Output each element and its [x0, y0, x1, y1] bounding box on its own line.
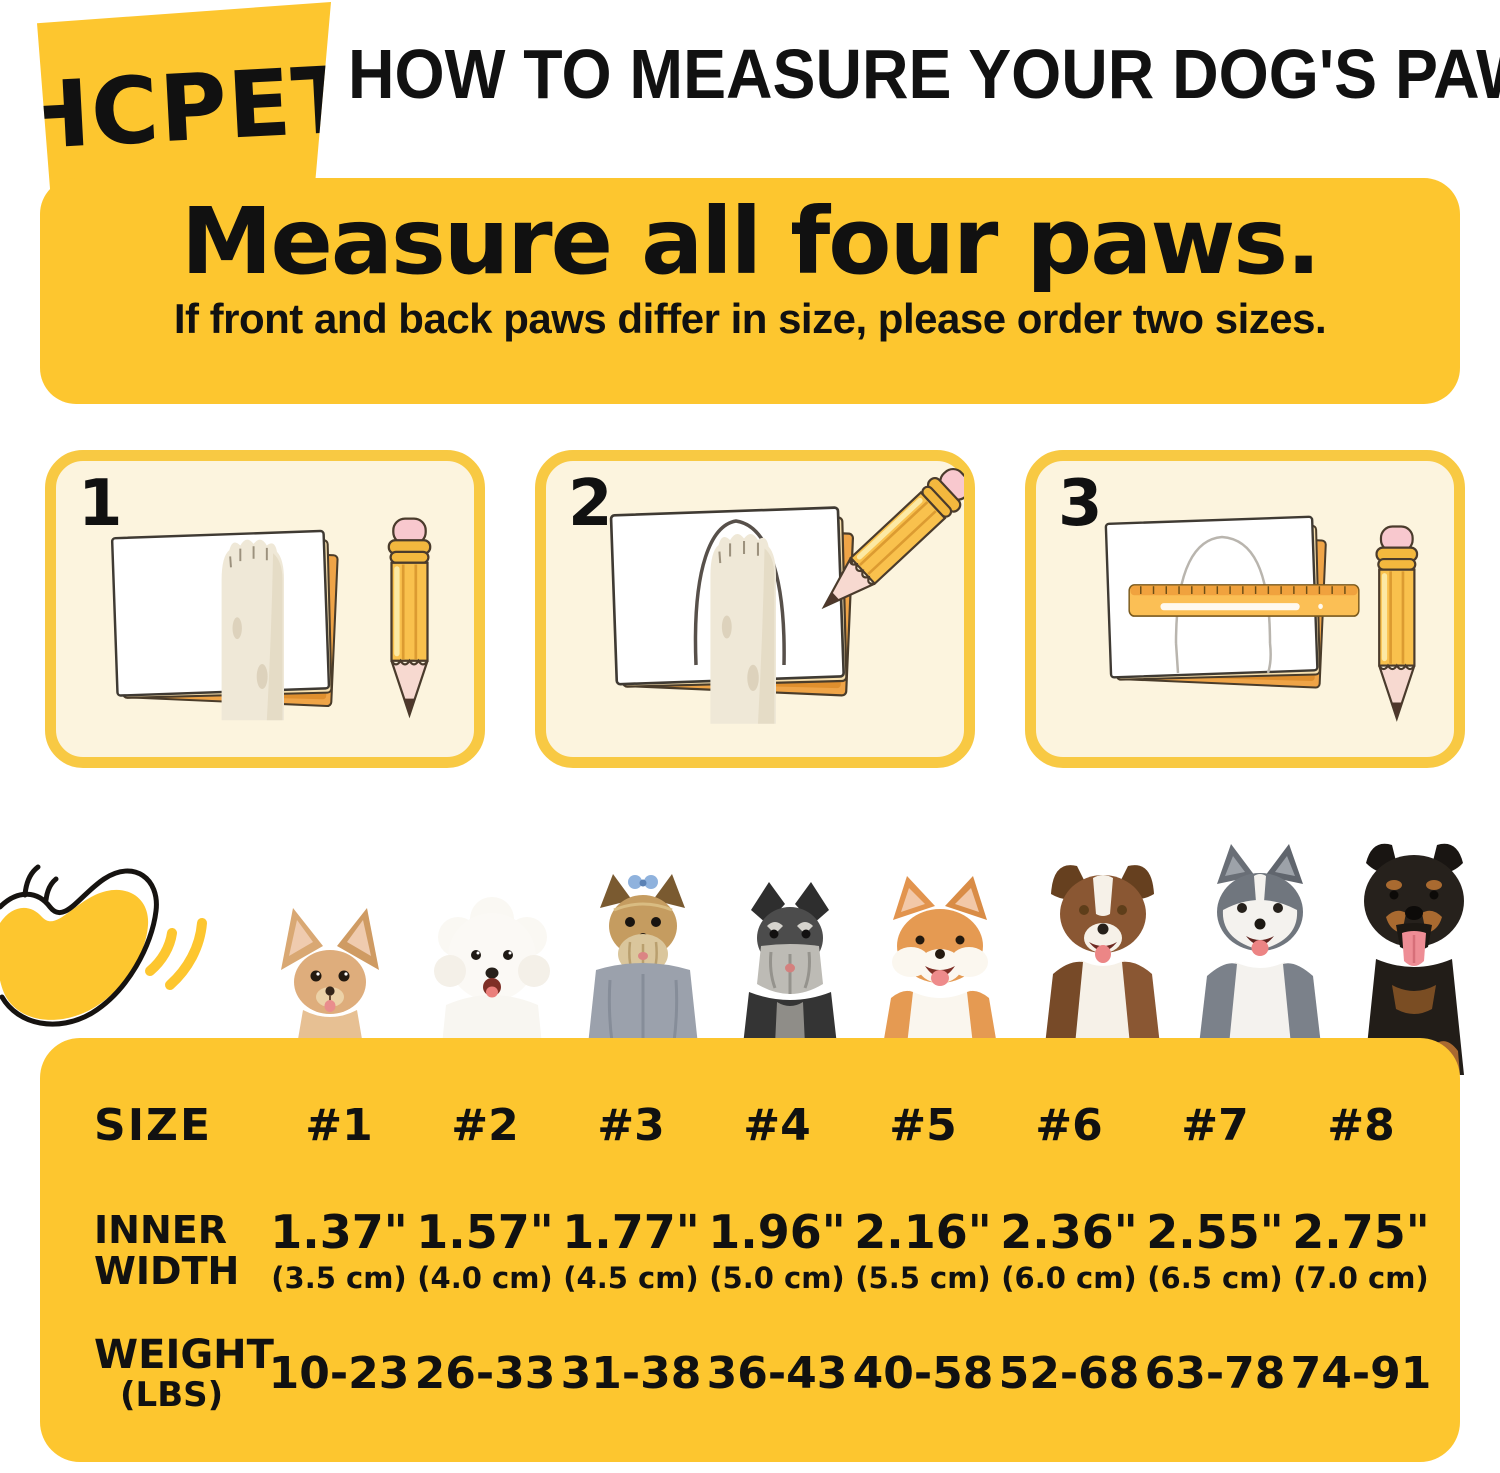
size-col-5: #5	[889, 1100, 957, 1151]
weight-col-5: 40-58	[852, 1347, 994, 1399]
weight-col-7: 63-78	[1144, 1347, 1286, 1399]
dog-photo-australian-shepherd	[1025, 850, 1180, 1045]
dog-photo-husky	[1185, 840, 1335, 1045]
weight-col-8: 74-91	[1290, 1347, 1432, 1399]
page-title: HOW TO MEASURE YOUR DOG'S PAWS	[348, 35, 1500, 113]
inner-width-col-1: 1.37" (3.5 cm)	[270, 1205, 408, 1295]
brand-logo-text: HCPET	[10, 45, 358, 171]
inner-width-row: INNER WIDTH 1.37" (3.5 cm) 1.57" (4.0 cm) …	[70, 1205, 1434, 1295]
weight-col-3: 31-38	[560, 1347, 702, 1399]
step-number-3: 3	[1058, 467, 1103, 541]
paw-illustration	[709, 532, 778, 725]
inner-width-col-4: 1.96" (5.0 cm)	[708, 1205, 846, 1295]
traced-outline	[693, 519, 786, 666]
weight-row: WEIGHT (LBS) 10-23 26-33 31-38 36-43 40-…	[70, 1333, 1434, 1414]
size-col-8: #8	[1327, 1100, 1395, 1151]
size-col-3: #3	[597, 1100, 665, 1151]
weight-row-label: WEIGHT (LBS)	[94, 1331, 274, 1415]
dog-photo-shiba-inu	[865, 870, 1015, 1045]
brand-squiggle-icon	[0, 845, 240, 1060]
inner-width-col-6: 2.36" (6.0 cm)	[1000, 1205, 1138, 1295]
step3-measuring-with-ruler-illustration	[1104, 515, 1419, 720]
dog-photo-chihuahua	[265, 900, 395, 1045]
step2-tracing-paw-illustration	[609, 461, 964, 725]
dog-photo-bichon-frise	[420, 885, 565, 1045]
weight-col-2: 26-33	[414, 1347, 556, 1399]
pencil-icon	[387, 517, 432, 717]
weight-col-4: 36-43	[706, 1347, 848, 1399]
step-card-3: 3	[1025, 450, 1465, 768]
measure-banner: Measure all four paws. If front and back…	[40, 178, 1460, 404]
size-chart-table: SIZE #1 #2 #3 #4 #5 #6 #7 #8 INNER WIDTH…	[40, 1038, 1460, 1462]
size-row: SIZE #1 #2 #3 #4 #5 #6 #7 #8	[70, 1100, 1434, 1151]
inner-width-col-2: 1.57" (4.0 cm)	[416, 1205, 554, 1295]
ruler-icon	[1128, 584, 1360, 617]
weight-col-6: 52-68	[998, 1347, 1140, 1399]
size-row-label: SIZE	[94, 1100, 213, 1151]
size-col-2: #2	[451, 1100, 519, 1151]
size-col-1: #1	[305, 1100, 373, 1151]
inner-width-col-7: 2.55" (6.5 cm)	[1146, 1205, 1284, 1295]
banner-heading: Measure all four paws.	[180, 188, 1321, 295]
banner-subheading: If front and back paws differ in size, p…	[173, 294, 1327, 342]
step-card-1: 1	[45, 450, 485, 768]
step-card-2: 2	[535, 450, 975, 768]
step-number-2: 2	[568, 467, 613, 541]
dog-photo-schnauzer	[725, 880, 855, 1045]
inner-width-col-5: 2.16" (5.5 cm)	[854, 1205, 992, 1295]
paw-illustration	[220, 538, 285, 722]
size-col-4: #4	[743, 1100, 811, 1151]
inner-width-col-8: 2.75" (7.0 cm)	[1292, 1205, 1430, 1295]
size-col-7: #7	[1181, 1100, 1249, 1151]
step-number-1: 1	[78, 467, 123, 541]
weight-col-1: 10-23	[268, 1347, 410, 1399]
inner-width-col-3: 1.77" (4.5 cm)	[562, 1205, 700, 1295]
pencil-icon	[1375, 525, 1419, 720]
inner-width-row-label: INNER WIDTH	[94, 1207, 240, 1293]
dog-photo-yorkshire-terrier	[580, 870, 705, 1045]
size-col-6: #6	[1035, 1100, 1103, 1151]
